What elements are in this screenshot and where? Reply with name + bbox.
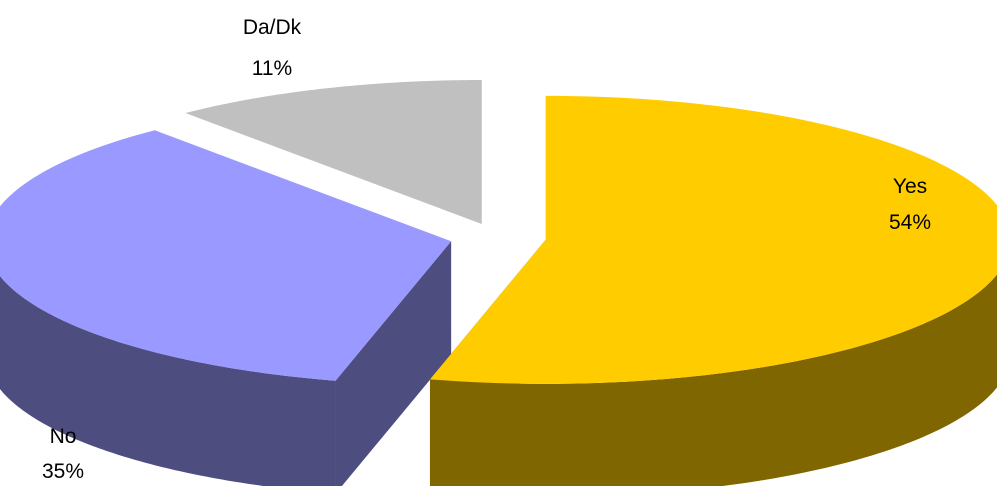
slice-cut-no [335, 241, 452, 486]
slice-value-yes: 54% [889, 211, 931, 234]
slice-rim-yes [429, 274, 997, 486]
slice-label-no: No [50, 425, 77, 448]
slice-label-dadk: Da/Dk [243, 16, 302, 39]
slice-dadk [185, 80, 482, 225]
slice-label-yes: Yes [893, 175, 927, 198]
slice-value-no: 35% [42, 460, 84, 483]
pie-top-faces [0, 80, 997, 384]
slice-yes [429, 95, 997, 384]
slice-rim-no [0, 276, 336, 486]
slice-value-dadk: 11% [252, 57, 292, 80]
slice-no [0, 130, 452, 381]
